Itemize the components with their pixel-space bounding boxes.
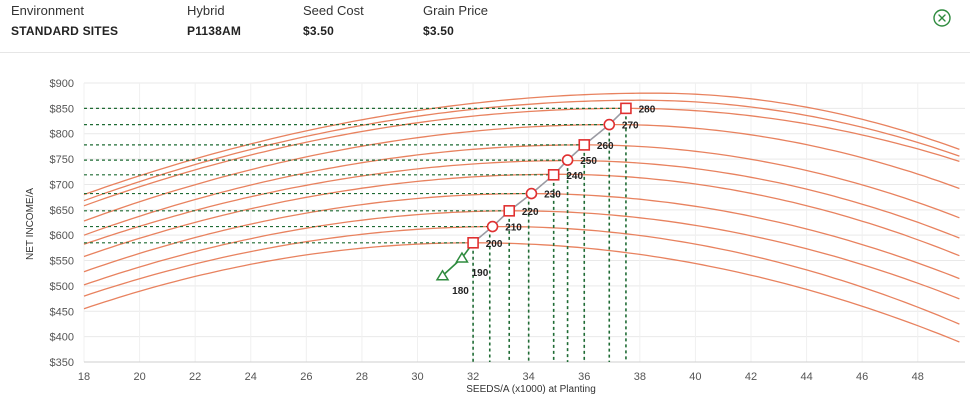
income-curve [83, 173, 960, 258]
x-tick-label: 26 [300, 371, 312, 383]
y-tick-label: $400 [50, 332, 74, 344]
grain-price-value: $3.50 [423, 24, 455, 38]
x-tick-label: 36 [578, 371, 590, 383]
triangle-marker [435, 269, 450, 281]
grain-price-label: Grain Price [423, 3, 489, 18]
income-curve [83, 159, 960, 245]
hybrid-field: Hybrid P1138AM [187, 3, 242, 39]
circle-marker [603, 118, 616, 131]
y-tick-label: $850 [50, 103, 74, 115]
environment-field: Environment STANDARD SITES [11, 3, 119, 39]
x-tick-label: 38 [634, 371, 646, 383]
seed-cost-value: $3.50 [303, 24, 335, 38]
x-tick-label: 34 [523, 371, 535, 383]
income-curve [83, 144, 960, 236]
grain-price-field: Grain Price $3.50 [423, 3, 489, 39]
x-tick-label: 22 [189, 371, 201, 383]
y-tick-label: $900 [50, 78, 74, 90]
y-tick-label: $500 [50, 281, 74, 293]
circle-marker [525, 187, 538, 200]
guide-lines [84, 107, 627, 362]
summary-header: Environment STANDARD SITES Hybrid P1138A… [0, 0, 970, 53]
square-marker [503, 205, 516, 217]
income-curve [83, 225, 960, 325]
point-label: 200 [486, 239, 503, 250]
point-label: 230 [544, 190, 561, 201]
x-tick-label: 46 [856, 371, 868, 383]
x-tick-label: 18 [78, 371, 90, 383]
x-axis-label: SEEDS/A (x1000) at Planting [466, 384, 596, 395]
x-tick-label: 20 [133, 371, 145, 383]
y-axis-label: NET INCOME/A [25, 188, 36, 260]
y-tick-label: $550 [50, 256, 74, 268]
square-marker [467, 236, 479, 249]
point-label: 280 [639, 104, 656, 115]
axis-ticks: $350 $400 $450 $500 $550 $600 $650 $700 $750 $800… [50, 78, 924, 383]
point-label: 180 [452, 286, 469, 297]
point-label: 240 [566, 171, 583, 182]
x-tick-label: 30 [411, 371, 423, 383]
triangle-marker [455, 251, 469, 263]
x-tick-label: 24 [245, 371, 257, 383]
point-label: 190 [472, 268, 489, 279]
x-tick-label: 42 [745, 371, 757, 383]
x-tick-label: 28 [356, 371, 368, 383]
y-tick-label: $750 [50, 154, 74, 166]
close-icon[interactable] [933, 9, 951, 27]
square-marker [547, 169, 560, 181]
grid [83, 82, 965, 363]
income-curve [83, 242, 960, 343]
circle-marker [486, 220, 499, 233]
income-curve [83, 107, 960, 207]
y-tick-label: $600 [50, 230, 74, 242]
hybrid-label: Hybrid [187, 3, 225, 18]
y-tick-label: $800 [50, 129, 74, 141]
environment-label: Environment [11, 3, 84, 18]
x-tick-label: 40 [689, 371, 701, 383]
seed-cost-label: Seed Cost [303, 3, 364, 18]
x-tick-label: 48 [912, 371, 924, 383]
point-label: 250 [580, 156, 597, 167]
income-curve [83, 192, 960, 280]
point-label: 260 [597, 141, 614, 152]
square-marker [578, 139, 591, 151]
x-tick-label: 44 [800, 371, 812, 383]
y-tick-label: $700 [50, 179, 74, 191]
environment-value: STANDARD SITES [11, 24, 119, 38]
square-marker [620, 102, 632, 115]
income-curve [83, 99, 960, 202]
hybrid-value: P1138AM [187, 24, 242, 38]
income-curve [83, 92, 960, 196]
y-tick-label: $350 [50, 357, 74, 369]
point-label: 210 [505, 223, 522, 234]
seed-cost-field: Seed Cost $3.50 [303, 3, 364, 39]
point-label: 270 [622, 121, 639, 132]
y-tick-label: $650 [50, 205, 74, 217]
circle-marker [561, 154, 574, 166]
y-tick-label: $450 [50, 306, 74, 318]
x-tick-label: 32 [467, 371, 479, 383]
point-label: 220 [522, 207, 539, 218]
